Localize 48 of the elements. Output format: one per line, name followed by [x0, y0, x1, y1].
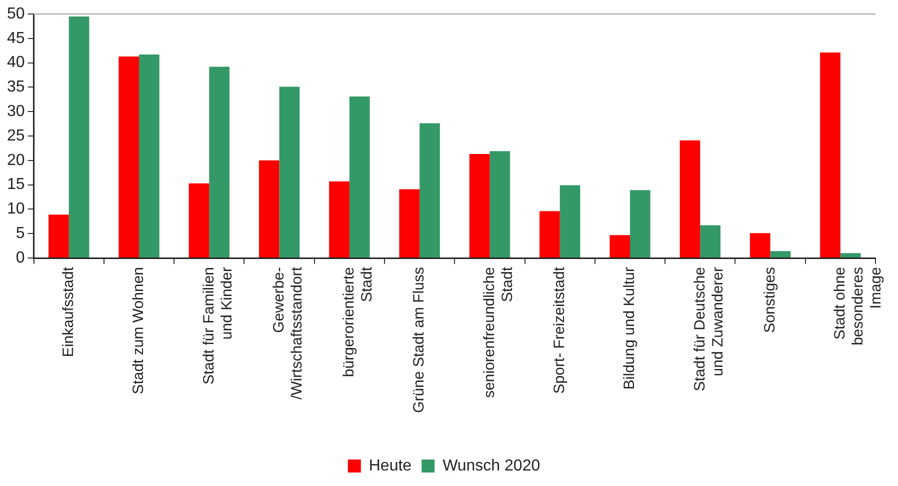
y-tick-label: 0	[16, 249, 25, 266]
bar	[700, 225, 720, 258]
bar	[258, 160, 280, 258]
x-tick-label: Sport- Freizeitstadt	[550, 266, 568, 394]
y-tick-label: 30	[7, 103, 25, 120]
bar	[540, 211, 560, 258]
bar	[630, 190, 650, 258]
bar	[68, 16, 90, 258]
legend-label: Wunsch 2020	[442, 457, 540, 474]
bar	[329, 181, 350, 258]
y-tick-label: 15	[7, 176, 25, 194]
bar	[820, 52, 840, 258]
bar	[469, 154, 490, 258]
x-tick-label: Stadt zum Wohnen	[130, 267, 148, 394]
bar	[139, 54, 160, 258]
bar	[209, 66, 230, 258]
bar	[349, 96, 370, 258]
legend-label: Heute	[368, 457, 412, 474]
bar	[279, 86, 300, 258]
y-tick-label: 5	[16, 225, 25, 242]
x-tick-label: Stadt für Familien und Kinder	[200, 267, 236, 385]
bar	[399, 189, 420, 258]
bar	[770, 251, 791, 258]
bar	[560, 185, 580, 258]
x-tick-label: Stadt ohne besonderes Image	[832, 267, 885, 346]
y-tick-label: 10	[7, 200, 25, 218]
bar	[750, 233, 770, 258]
x-tick-label: Stadt für Deutsche und Zuwanderer	[691, 266, 726, 392]
x-tick-label: Sonstiges	[761, 267, 778, 333]
y-tick-label: 45	[7, 30, 25, 47]
y-tick-label: 50	[7, 5, 25, 22]
x-tick-label: bürgerorientierte Stadt	[340, 266, 376, 378]
x-tick-label: Grüne Stadt am Fluss	[410, 267, 428, 413]
bar	[840, 253, 861, 258]
bar	[420, 123, 440, 258]
x-tick-label: seniorenfreundliche Stadt	[480, 266, 516, 398]
x-tick-label: Einkaufsstadt	[60, 266, 78, 358]
y-tick-label: 20	[7, 152, 25, 169]
y-tick-label: 25	[7, 127, 25, 144]
bar	[188, 183, 210, 258]
bar	[490, 151, 510, 258]
bar	[680, 140, 700, 258]
bar	[118, 56, 140, 258]
bar	[48, 214, 69, 258]
y-tick-label: 40	[7, 54, 25, 72]
y-tick-label: 35	[7, 78, 25, 96]
x-tick-label: Bildung und Kultur	[621, 267, 638, 390]
bar	[610, 235, 630, 258]
